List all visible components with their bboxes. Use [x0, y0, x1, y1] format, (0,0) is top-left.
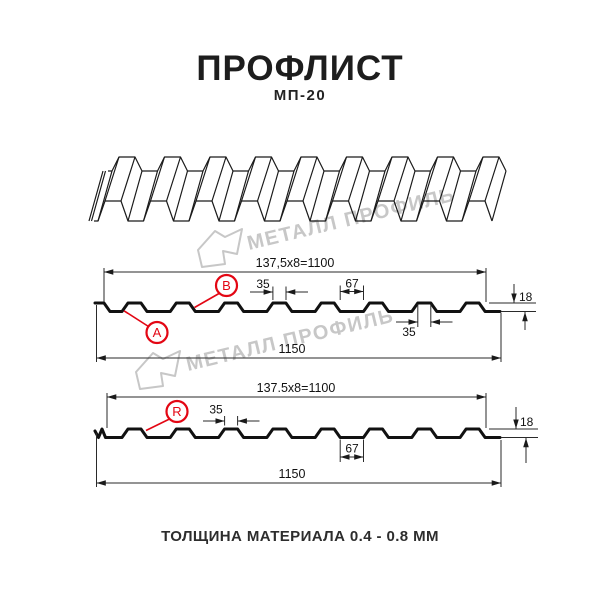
- label-a-leader: [123, 310, 149, 328]
- dim-total-width-a: 1150: [279, 342, 306, 356]
- dim-height-r: 18: [520, 415, 534, 429]
- profile-model-name: МП-20: [273, 87, 327, 104]
- extension-lines: [103, 268, 487, 302]
- label-b-badge: [214, 273, 239, 298]
- watermark-text: МЕТАЛЛ ПРОФИЛЬ: [184, 305, 396, 376]
- dim-working-width-a: 137,5x8=1100: [256, 256, 335, 270]
- profile-section-r: 137.5x8=1100 35 67 18 1150 R: [93, 381, 538, 487]
- label-r-leader: [145, 418, 170, 432]
- extension-lines: [489, 428, 538, 438]
- label-b-text: B: [222, 278, 231, 293]
- dim-rib-top-a: 35: [256, 277, 270, 291]
- label-a-text: A: [153, 325, 162, 340]
- profile-r-cross-section: [93, 427, 502, 439]
- extension-lines: [339, 285, 364, 300]
- extension-lines: [96, 433, 502, 487]
- label-a-badge: [145, 320, 169, 345]
- page-title: ПРОФЛИСТ: [196, 49, 404, 88]
- dim-working-width-r: 137.5x8=1100: [257, 381, 336, 395]
- watermark-1: МЕТАЛЛ ПРОФИЛЬ: [197, 184, 457, 268]
- profile-section-a: 137,5x8=1100 35 67 35 18 1150 B A: [93, 256, 536, 362]
- extension-lines: [489, 302, 536, 312]
- watermark-2: МЕТАЛЛ ПРОФИЛЬ: [135, 305, 396, 390]
- material-thickness-note: ТОЛЩИНА МАТЕРИАЛА 0.4 - 0.8 ММ: [161, 528, 439, 545]
- dim-rib-top-2-a: 35: [402, 325, 416, 339]
- extension-lines: [96, 305, 502, 362]
- label-r-text: R: [172, 404, 181, 419]
- extension-lines: [339, 439, 364, 462]
- profile-a-cross-section: [93, 301, 502, 313]
- label-r-badge: [165, 399, 189, 424]
- metall-profil-logo-icon: [197, 228, 243, 268]
- dim-rib-top-r: 35: [209, 403, 223, 417]
- extension-lines: [417, 304, 432, 327]
- dim-height-a: 18: [519, 290, 533, 304]
- dim-valley-a: 67: [345, 277, 359, 291]
- extension-lines: [272, 286, 287, 300]
- dim-total-width-r: 1150: [279, 467, 306, 481]
- dim-valley-r: 67: [345, 442, 359, 456]
- sheet-rib-lines: [88, 156, 507, 222]
- label-b-leader: [194, 292, 220, 309]
- sheet-3d-drawing: [88, 156, 507, 222]
- metall-profil-logo-icon: [135, 350, 181, 390]
- extension-lines: [106, 393, 487, 428]
- extension-lines: [224, 416, 239, 426]
- sheet-back-edge: [108, 156, 507, 172]
